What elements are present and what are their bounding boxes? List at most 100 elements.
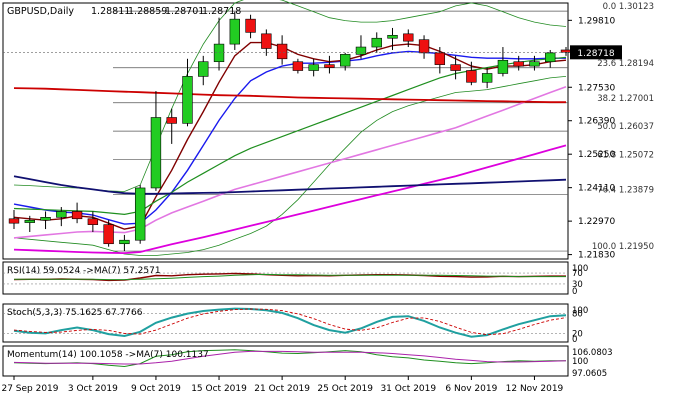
candle-bear — [324, 64, 335, 68]
candle-bull — [134, 187, 146, 241]
candle-bull — [481, 73, 493, 83]
ohlc-close: 1.28718 — [202, 6, 241, 17]
price-label: 1.24110 — [578, 184, 615, 194]
candle-bull — [497, 59, 509, 74]
axis-label: 100 — [572, 357, 588, 367]
candle-bear — [166, 117, 177, 124]
-k-line — [13, 307, 567, 338]
fib-label: 38.2 1.27001 — [597, 94, 654, 104]
candle-bear — [71, 211, 83, 220]
candle-bull — [150, 117, 162, 189]
axis-label: 100 — [572, 306, 588, 316]
ma-green-line — [13, 56, 567, 216]
axis-label: 97.0605 — [572, 369, 607, 379]
candle-bull — [182, 76, 193, 124]
date-label: 25 Oct 2019 — [317, 384, 373, 394]
candle-bull — [545, 52, 556, 63]
rsi-14--line — [13, 272, 566, 282]
axis-label: 0 — [572, 335, 577, 345]
candle-bull — [119, 239, 130, 245]
candle-bull — [387, 34, 398, 39]
ohlc-open: 1.28811 — [91, 6, 130, 17]
candle-bull — [56, 211, 67, 218]
candle-bear — [418, 39, 430, 54]
candle-bear — [245, 18, 256, 33]
candle-bear — [8, 218, 20, 224]
ohlc-high: 1.28859 — [128, 6, 167, 17]
fib-label: 23.6 1.28194 — [597, 59, 654, 69]
axis-label: 70 — [572, 269, 583, 279]
axis-label: 80 — [572, 310, 583, 320]
fib-label: 0.0 1.30123 — [603, 2, 654, 12]
candle-bull — [40, 217, 51, 221]
ma-blue-line — [13, 50, 566, 225]
symbol-title: GBPUSD,Daily — [7, 6, 74, 17]
candle-bear — [261, 33, 272, 49]
price-label: 1.21830 — [578, 251, 615, 261]
momentum-14--line — [13, 349, 566, 368]
date-label: 21 Oct 2019 — [254, 384, 310, 394]
current-price-badge — [570, 45, 622, 60]
ma-maroon-line — [13, 41, 567, 230]
candle-bear — [292, 61, 304, 71]
-d-line — [13, 308, 567, 336]
bollinger-lower — [13, 76, 567, 256]
axis-label: 106.0803 — [572, 348, 613, 358]
ma-red-line — [13, 87, 566, 104]
price-label: 1.27530 — [578, 83, 615, 93]
ma-magenta-line — [13, 144, 567, 255]
candle-bear — [87, 218, 99, 225]
rsi-title: RSI(14) 59.0524 ->MA(7) 57.2571 — [7, 266, 161, 276]
candle-bear — [450, 64, 461, 71]
ohlc-low: 1.28701 — [165, 6, 204, 17]
candle-bull — [213, 43, 225, 63]
momentum-panel-border — [2, 345, 569, 377]
fib-label: 100.0 1.21950 — [592, 242, 654, 252]
candle-bull — [198, 61, 209, 77]
date-label: 12 Nov 2019 — [506, 384, 564, 394]
stoch-title: Stoch(5,3,3) 75.1625 67.7766 — [7, 308, 143, 318]
candle-bull — [355, 46, 367, 55]
current-price-label: 1.28718 — [577, 49, 614, 59]
stoch-panel-border — [2, 303, 569, 343]
axis-label: 30 — [572, 280, 583, 290]
candle-bull — [24, 219, 35, 223]
rsi-panel-border — [2, 261, 569, 295]
candle-bear — [403, 33, 414, 42]
price-label: 1.25250 — [578, 150, 615, 160]
candle-bear — [276, 43, 288, 60]
price-label: 1.26390 — [578, 117, 615, 127]
candle-bull — [308, 64, 319, 71]
date-label: 27 Sep 2019 — [1, 384, 58, 394]
price-label: 1.29810 — [578, 16, 615, 26]
price-label: 1.22970 — [578, 217, 615, 227]
candle-bull — [371, 37, 382, 48]
price-axis: 1.29810 1.27530 1.26390 1.25250 1.24110 1.229… — [3, 16, 622, 261]
date-label: 6 Nov 2019 — [445, 384, 497, 394]
date-label: 9 Oct 2019 — [131, 384, 181, 394]
axis-label: 0 — [572, 287, 577, 297]
ma-7--line — [13, 350, 567, 365]
candle-bull — [529, 61, 540, 67]
candle-bull — [340, 54, 351, 67]
ma-navy-line — [13, 175, 567, 195]
momentum-title: Momentum(14) 100.1058 ->MA(7) 100.1137 — [7, 350, 209, 360]
fib-label: 61.8 1.25072 — [597, 150, 654, 160]
candle-bear — [434, 52, 446, 65]
date-label: 15 Oct 2019 — [191, 384, 247, 394]
fib-label: 50.0 1.26037 — [597, 122, 654, 132]
date-label: 31 Oct 2019 — [380, 384, 436, 394]
candlesticks — [8, 11, 572, 252]
candle-bull — [229, 18, 240, 45]
candle-bear — [513, 61, 524, 67]
candle-bear — [103, 224, 114, 245]
fib-label: 76.4 1.23879 — [597, 185, 654, 195]
candle-bear — [560, 49, 572, 53]
axis-label: 20 — [572, 329, 583, 339]
date-label: 3 Oct 2019 — [68, 384, 118, 394]
